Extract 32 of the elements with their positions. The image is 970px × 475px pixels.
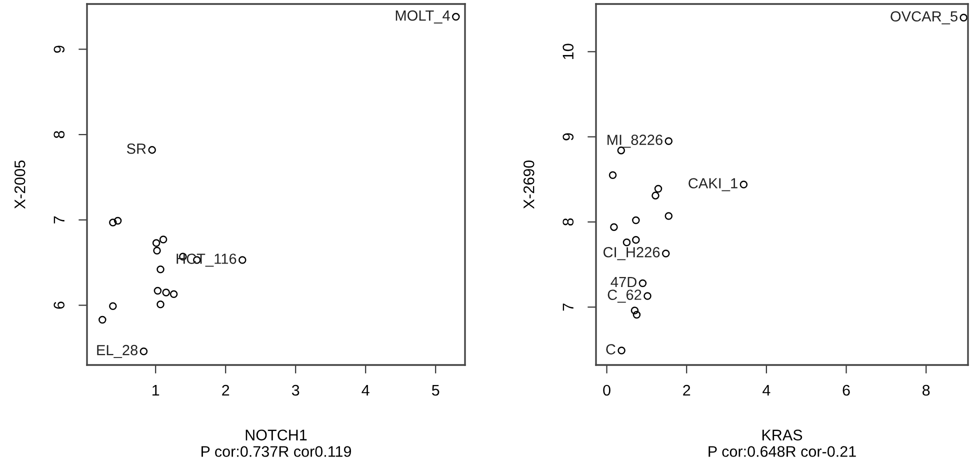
x-tick-label: 8 [922, 384, 930, 396]
x-tick-label: 4 [762, 385, 770, 396]
annotation: MI_8226 [608, 134, 662, 148]
annotation: MOLT_4 [396, 10, 450, 24]
y-tick-label: 7 [562, 304, 574, 311]
y-tick-label: 10 [562, 44, 574, 60]
annotation: OVCAR_5 [890, 11, 958, 24]
x-tick-label: 1 [152, 385, 160, 396]
x-tick-label: 0 [603, 384, 610, 396]
annotation: C [606, 344, 616, 354]
y-axis-title: X-2690 [523, 160, 534, 209]
annotation: CI_H226 [603, 247, 660, 260]
x-tick-label: 6 [842, 384, 850, 396]
y-tick-label: 9 [54, 46, 65, 53]
annotation: SR [126, 144, 146, 154]
y-tick-label: 8 [562, 218, 574, 226]
x-tick-label: 2 [683, 384, 690, 396]
annotation: C_62 [608, 290, 642, 303]
x-tick-label: 5 [432, 385, 440, 396]
x-tick-label: 3 [292, 384, 300, 396]
y-tick-label: 8 [54, 130, 65, 138]
annotation: CAKI_1 [688, 178, 738, 192]
x-axis-title: NOTCH1 P cor:0.737R cor0.119 [202, 430, 352, 457]
y-axis-title: X-2005 [14, 160, 26, 209]
y-tick-label: 7 [54, 216, 64, 224]
annotation: 47D [610, 277, 636, 288]
x-tick-label: 2 [222, 384, 230, 396]
y-tick-label: 6 [54, 302, 65, 309]
x-tick-label: 4 [362, 385, 370, 396]
x-axis-title: KRAS P cor:0.648R cor-0.21 [708, 430, 856, 457]
y-tick-label: 9 [562, 133, 574, 140]
annotation: EL_28 [97, 344, 138, 358]
